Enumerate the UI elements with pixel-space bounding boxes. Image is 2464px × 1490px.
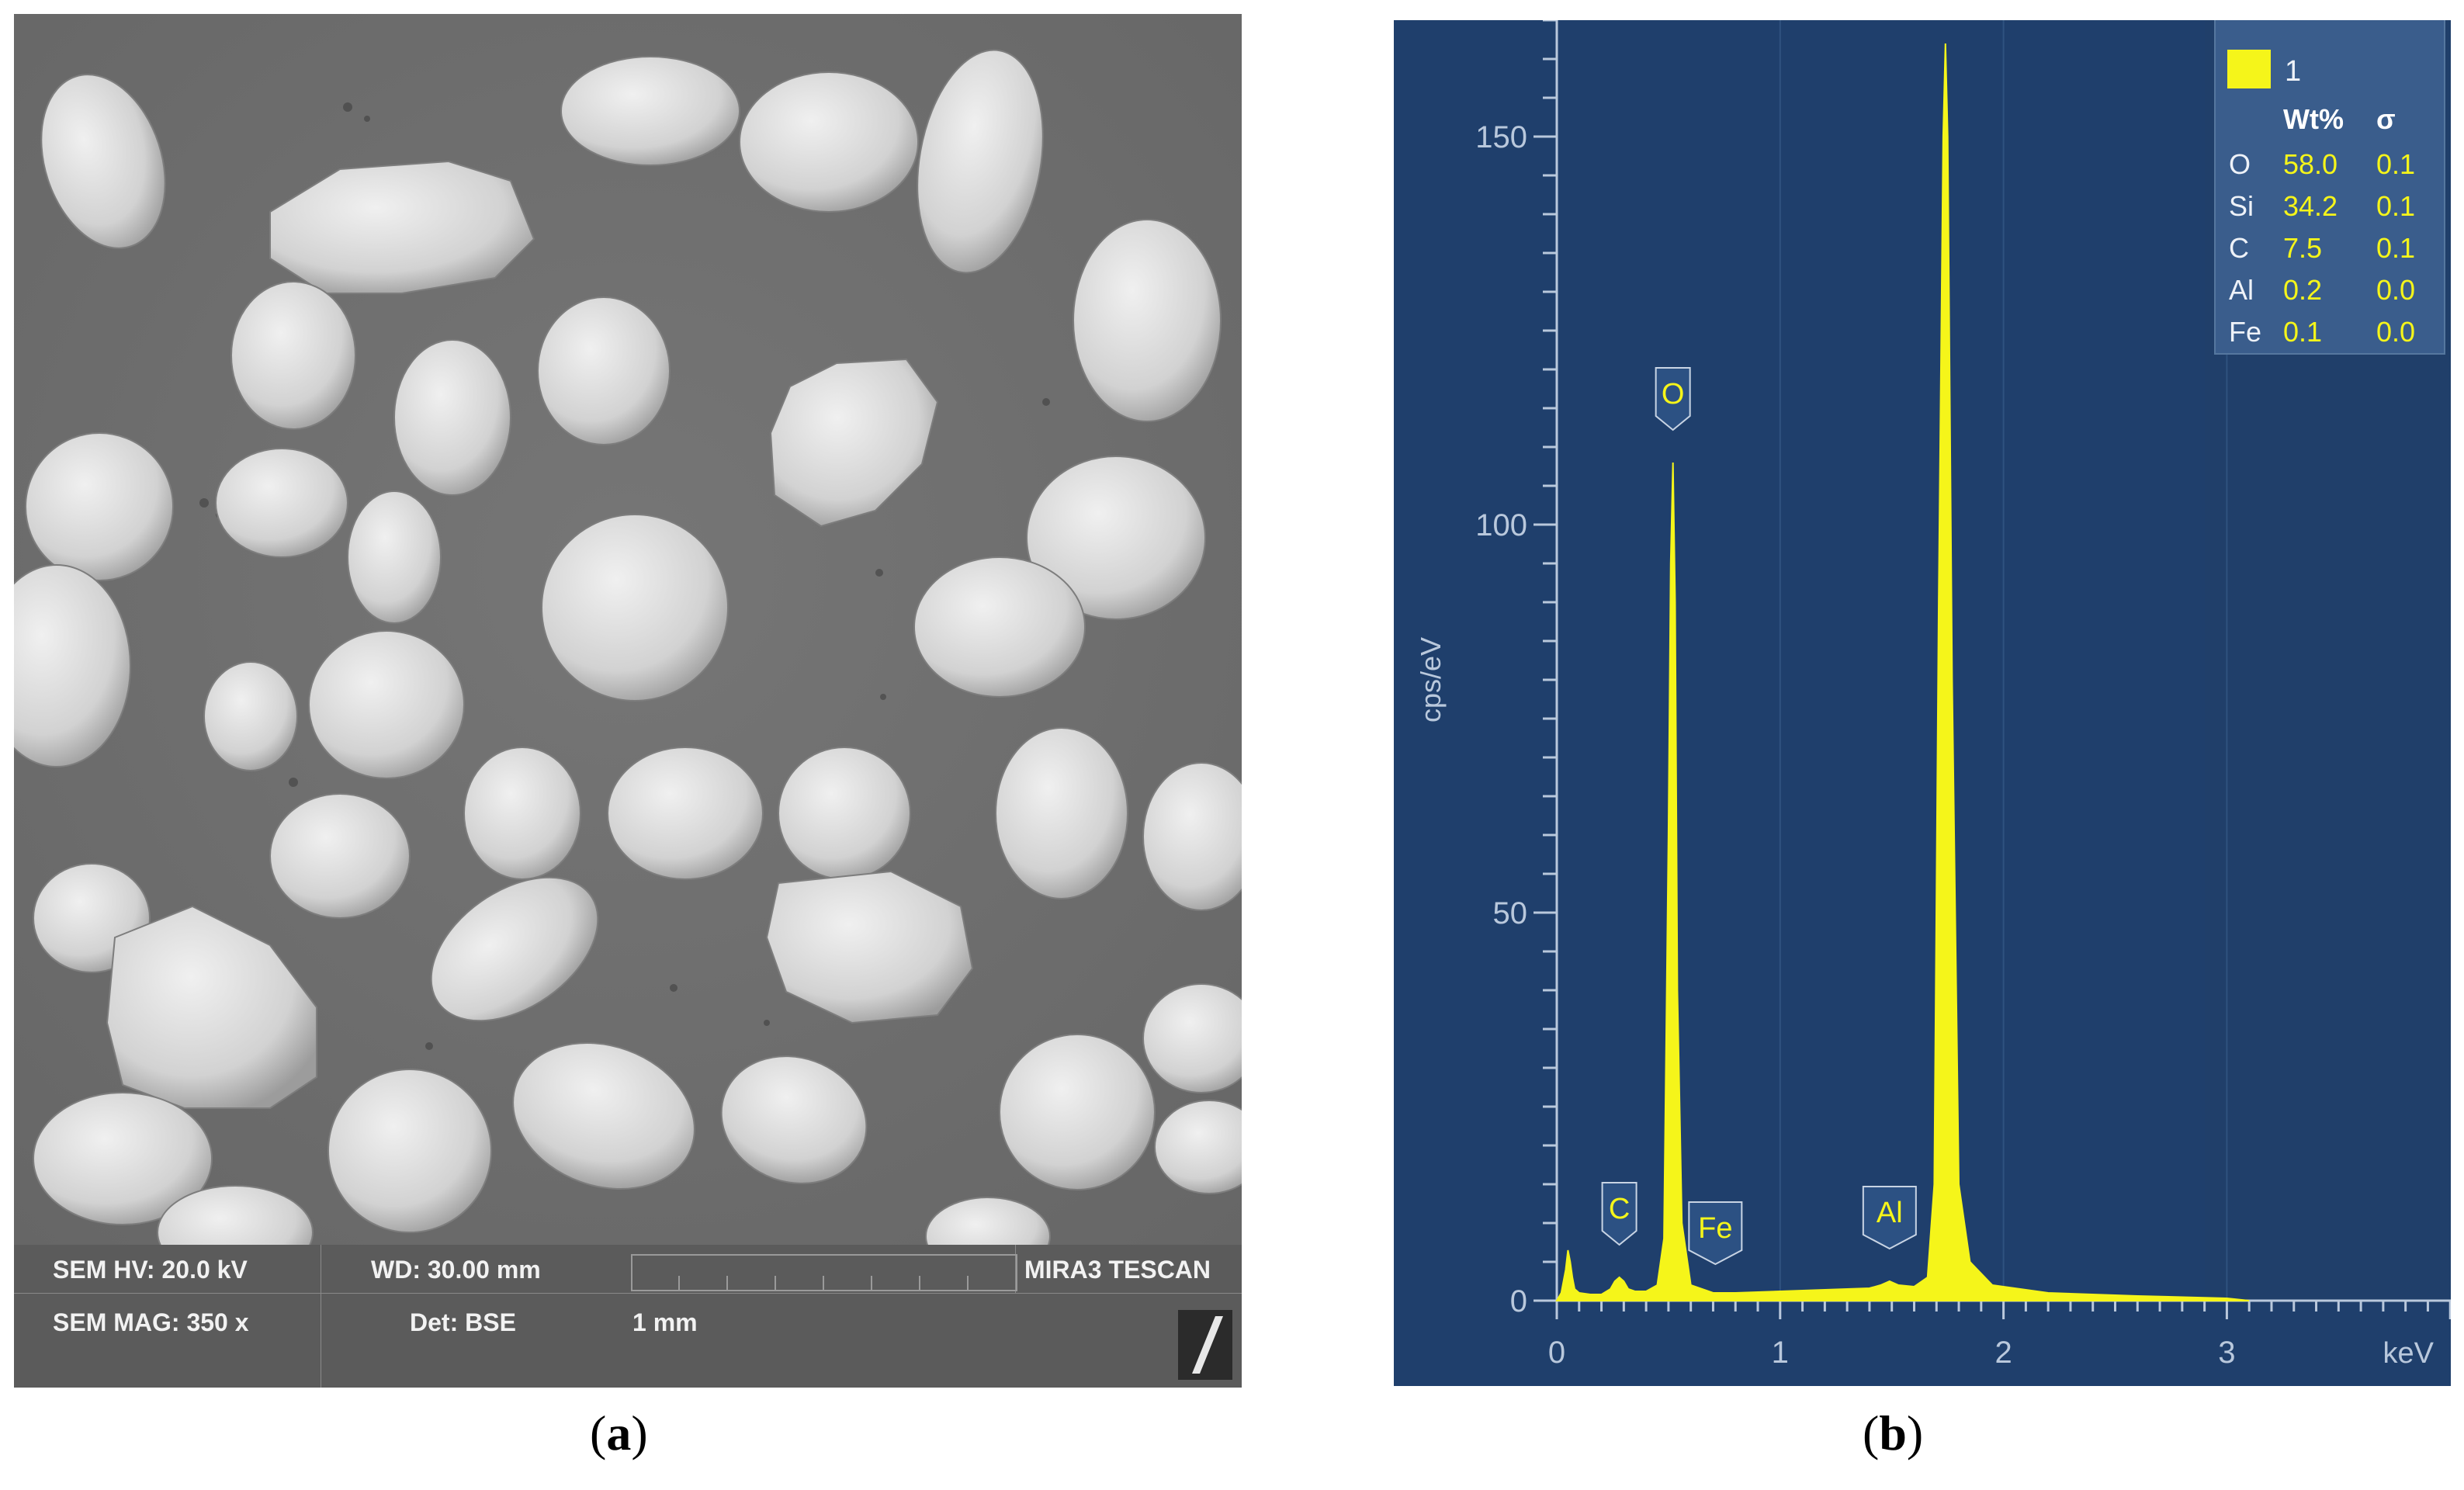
peak-label-o: O — [1655, 367, 1691, 431]
x-axis-unit: keV — [2383, 1337, 2435, 1370]
legend-wt-value: 0.1 — [2283, 316, 2322, 348]
sem-micrograph-panel: SEM HV: 20.0 kV WD: 30.00 mm MIRA3 TESCA… — [14, 14, 1242, 1388]
y-axis-label: cps/eV — [1415, 637, 1447, 722]
legend-element: C — [2229, 232, 2249, 264]
peak-label-c: C — [1601, 1182, 1637, 1246]
legend-sigma-value: 0.1 — [2376, 190, 2415, 222]
legend-wt-value: 7.5 — [2283, 232, 2322, 264]
legend-element: Si — [2229, 190, 2254, 222]
sem-hv-label: SEM HV: 20.0 kV — [53, 1256, 248, 1284]
legend-element: Fe — [2229, 316, 2261, 348]
x-tick-label: 3 — [2218, 1336, 2235, 1370]
legend-sigma-value: 0.1 — [2376, 148, 2415, 180]
sem-info-bar: SEM HV: 20.0 kV WD: 30.00 mm MIRA3 TESCA… — [14, 1245, 1242, 1388]
svg-text:C: C — [1609, 1193, 1630, 1225]
y-tick-label: 100 — [1475, 508, 1527, 542]
x-tick-label: 2 — [1994, 1336, 2012, 1370]
sem-mag-label: SEM MAG: 350 x — [53, 1308, 249, 1336]
peak-label-fe: Fe — [1688, 1201, 1743, 1266]
eds-spectrum-panel: 0 50 100 150 0 1 2 3 keV cps/eV C O Fe Al Si 1 Wt% σ O 58.0… — [1394, 20, 2451, 1386]
legend-sigma-value: 0.1 — [2376, 232, 2415, 264]
caption-b: (b) — [1863, 1405, 1924, 1461]
info-bar-divider — [14, 1293, 1242, 1294]
sem-detector-label: Det: BSE — [410, 1308, 516, 1336]
spectrum-series-1 — [1555, 43, 2250, 1301]
svg-text:Fe: Fe — [1698, 1212, 1732, 1245]
legend-element: O — [2229, 148, 2251, 180]
legend-series-name: 1 — [2285, 55, 2301, 88]
legend-header: σ — [2376, 103, 2396, 135]
legend-wt-value: 0.2 — [2283, 274, 2322, 306]
y-tick-label: 150 — [1475, 120, 1527, 154]
scale-bar — [631, 1254, 1017, 1291]
x-tick-label: 1 — [1772, 1336, 1789, 1370]
sem-brand-label: MIRA3 TESCAN — [1024, 1256, 1211, 1284]
peak-label-al: Al — [1862, 1186, 1917, 1250]
svg-text:Al: Al — [1877, 1197, 1903, 1229]
eds-spectrum-chart: 0 50 100 150 0 1 2 3 keV cps/eV C O Fe Al Si 1 Wt% σ O 58.0… — [1394, 20, 2451, 1386]
tescan-logo — [1178, 1310, 1232, 1380]
legend-element: Al — [2229, 274, 2254, 306]
y-tick-label: 50 — [1493, 896, 1528, 930]
y-tick-label: 0 — [1510, 1284, 1527, 1318]
sem-particle-image — [14, 14, 1242, 1245]
info-bar-divider — [1015, 1245, 1016, 1293]
caption-a: (a) — [590, 1405, 648, 1461]
x-tick-label: 0 — [1548, 1336, 1565, 1370]
sem-scale-label: 1 mm — [632, 1308, 698, 1336]
legend-header: Wt% — [2283, 103, 2344, 135]
sem-wd-label: WD: 30.00 mm — [371, 1256, 541, 1284]
legend-swatch — [2227, 50, 2271, 88]
legend-sigma-value: 0.0 — [2376, 274, 2415, 306]
legend-wt-value: 58.0 — [2283, 148, 2338, 180]
svg-text:O: O — [1662, 378, 1685, 411]
legend-wt-value: 34.2 — [2283, 190, 2338, 222]
legend-sigma-value: 0.0 — [2376, 316, 2415, 348]
